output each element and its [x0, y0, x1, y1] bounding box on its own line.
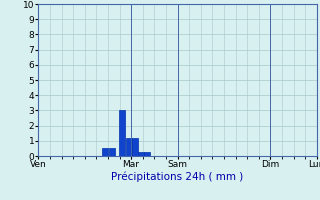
X-axis label: Précipitations 24h ( mm ): Précipitations 24h ( mm ) [111, 172, 244, 182]
Bar [102, 148, 108, 156]
Bar [119, 110, 125, 156]
Bar [138, 152, 144, 156]
Bar [144, 152, 150, 156]
Bar [132, 138, 138, 156]
Bar [126, 138, 132, 156]
Bar [109, 148, 115, 156]
